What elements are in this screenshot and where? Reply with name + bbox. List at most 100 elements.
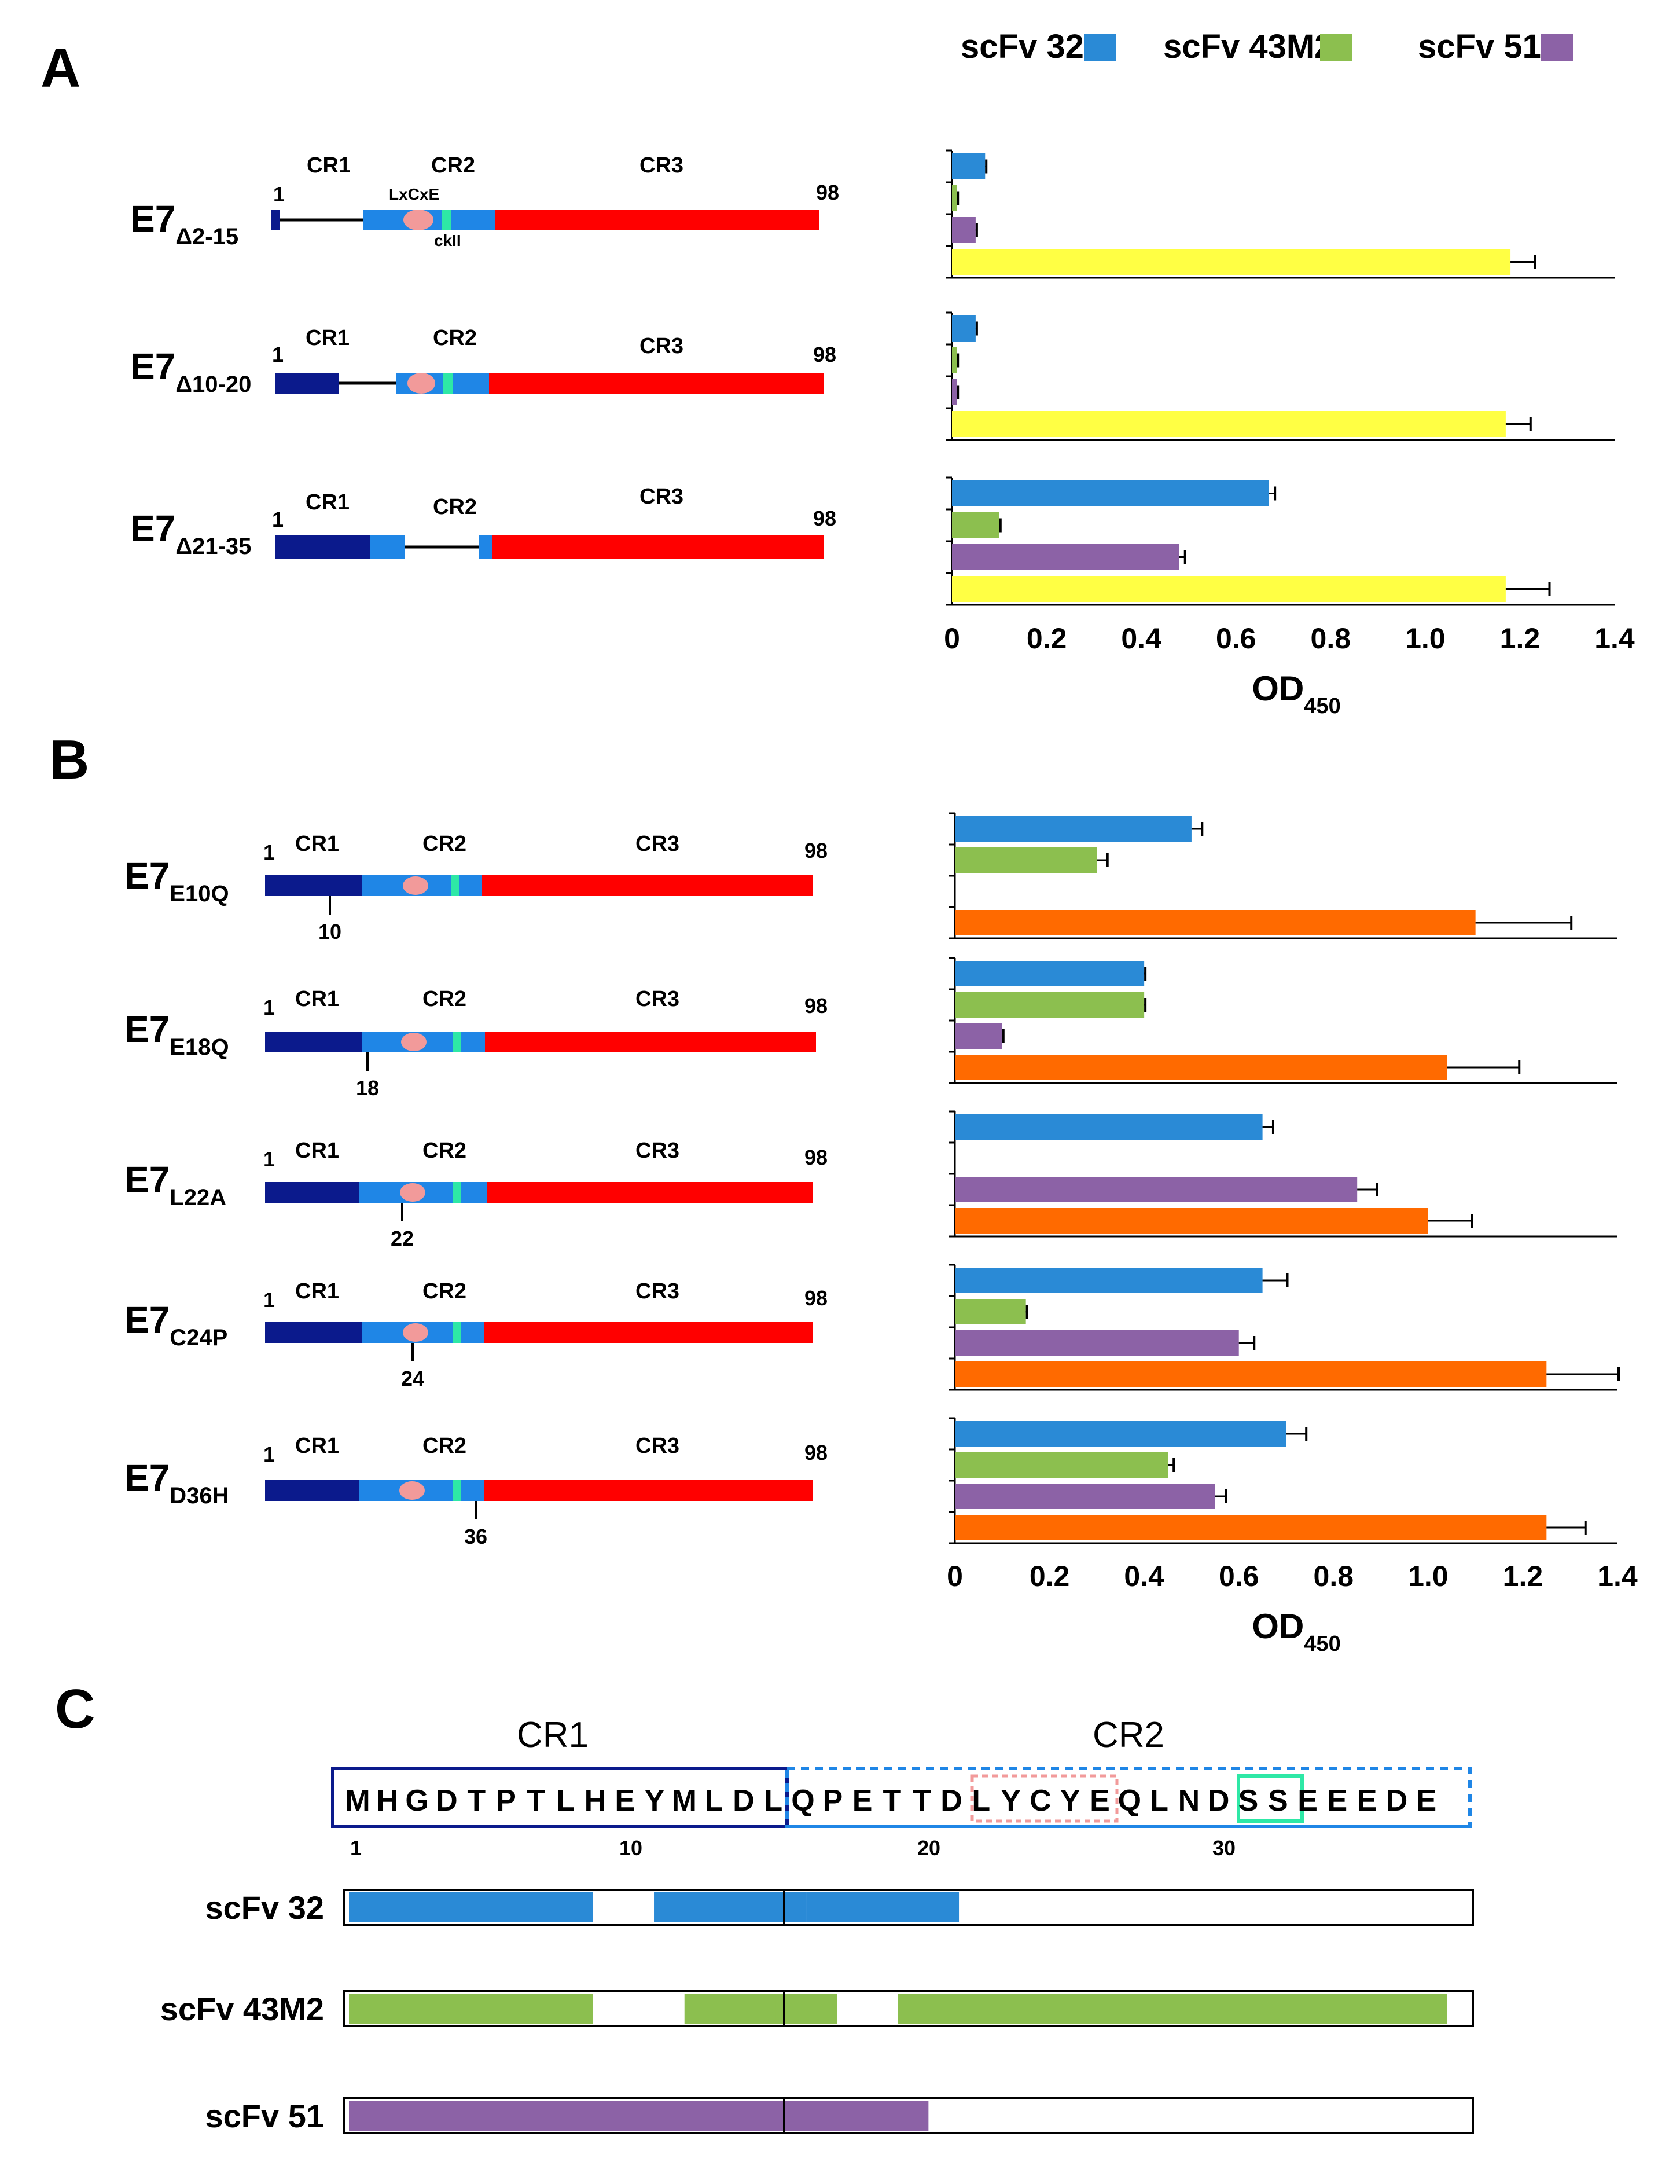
sequence-residue: S <box>1238 1784 1259 1818</box>
sequence-position-label: 30 <box>1212 1836 1236 1860</box>
bar-scfv-43m2 <box>952 185 957 211</box>
construct-subscript: E18Q <box>170 1034 229 1060</box>
sequence-residue: E <box>852 1784 873 1818</box>
mutation-position: 18 <box>356 1076 379 1100</box>
cr2-label: CR2 <box>422 832 466 856</box>
bar-chart-a: 0 0.2 0.4 0.6 0.8 1.0 1.2 1.4 OD450 <box>944 149 1635 718</box>
end-position: 98 <box>804 839 828 862</box>
sequence-residue: M <box>672 1784 697 1818</box>
mutation-position: 24 <box>401 1367 424 1390</box>
lxcxe-motif <box>403 210 433 230</box>
legend-label: scFv 43M2 <box>1163 28 1333 65</box>
sequence-residue: H <box>377 1784 399 1818</box>
ckii-site <box>443 373 453 394</box>
cr2-label: CR2 <box>422 1279 466 1304</box>
epitope-segment <box>775 1994 837 2024</box>
cr1-label: CR1 <box>306 326 350 350</box>
cr3-label: CR3 <box>639 334 683 358</box>
cr2-label: CR2 <box>433 495 477 519</box>
bar-control <box>952 411 1506 437</box>
x-tick-label: 0 <box>944 622 960 655</box>
cr2-box <box>785 1767 1472 1828</box>
sequence-residue: D <box>940 1784 962 1818</box>
sequence-residue: P <box>822 1784 843 1818</box>
cr1-segment <box>275 535 370 559</box>
sequence-residue: L <box>1150 1784 1168 1818</box>
cr1-label: CR1 <box>306 490 350 515</box>
construct-name: E7E10Q <box>124 855 229 906</box>
sequence-residue: L <box>764 1784 782 1818</box>
cr1-label: CR1 <box>295 1139 339 1163</box>
bar-control <box>955 1515 1547 1540</box>
sequence-residue: Q <box>791 1784 814 1818</box>
bar-scfv-43m2 <box>952 512 999 538</box>
panel-label-a: A <box>41 37 80 99</box>
bar-scfv-51 <box>952 379 957 405</box>
lxcxe-motif <box>407 373 435 394</box>
sequence-residue: E <box>615 1784 635 1818</box>
mutation-position: 10 <box>318 920 341 944</box>
ckii-site <box>451 875 459 896</box>
x-axis-title-subscript: 450 <box>1304 694 1340 718</box>
construct-subscript: Δ2-15 <box>175 224 238 249</box>
bar-scfv-51 <box>952 544 1179 570</box>
start-position: 1 <box>263 996 275 1019</box>
ckii-site <box>442 210 451 230</box>
lxcxe-label: LxCxE <box>389 185 439 203</box>
sequence-residue: H <box>584 1784 606 1818</box>
sequence-position-label: 20 <box>917 1836 940 1860</box>
sequence-residue: T <box>883 1784 902 1818</box>
bar-scfv-51 <box>955 1177 1358 1202</box>
sequence-residue: M <box>345 1784 370 1818</box>
bar-scfv-43m2 <box>955 992 1145 1018</box>
start-position: 1 <box>273 182 285 206</box>
cr1-segment <box>265 1182 359 1203</box>
epitope-segment <box>867 1892 960 1922</box>
construct-subscript: D36H <box>170 1483 229 1508</box>
end-position: 98 <box>804 1146 828 1169</box>
bar-scfv-51 <box>952 217 976 243</box>
bar-scfv-51 <box>955 1484 1215 1509</box>
bar-scfv-51 <box>955 1330 1239 1356</box>
sequence-position-label: 1 <box>350 1836 362 1860</box>
bar-scfv-51 <box>955 1023 1002 1049</box>
epitope-segment <box>349 2101 929 2131</box>
x-tick-label: 0.8 <box>1311 622 1351 655</box>
bar-scfv-43m2 <box>955 847 1097 873</box>
x-tick-label: 1.2 <box>1503 1560 1543 1592</box>
cr1-segment <box>271 210 280 230</box>
construct-name: E7Δ10-20 <box>130 346 251 397</box>
bar-scfv-43m2 <box>955 1299 1026 1324</box>
sequence-residue: T <box>913 1784 931 1818</box>
sequence-residue: Y <box>645 1784 665 1818</box>
construct-subscript: L22A <box>170 1185 226 1210</box>
cr1-label: CR1 <box>307 153 351 178</box>
construct-subscript: Δ21-35 <box>175 534 251 559</box>
x-axis-title: OD450 <box>1252 1607 1340 1656</box>
cr1-segment <box>265 875 362 896</box>
x-tick-label: 0.6 <box>1216 622 1256 655</box>
ckii-site <box>453 1182 461 1203</box>
cr2-label: CR2 <box>422 987 466 1011</box>
cr2-title: CR2 <box>1093 1715 1164 1755</box>
sequence-residue: Y <box>1001 1784 1021 1818</box>
x-tick-label: 0.4 <box>1121 622 1161 655</box>
cr1-segment <box>265 1322 362 1343</box>
cr2-label: CR2 <box>422 1434 466 1458</box>
bar-control <box>955 1055 1447 1080</box>
mutation-position: 36 <box>464 1525 487 1548</box>
bar-control <box>955 910 1476 935</box>
bar-scfv-32 <box>955 1268 1263 1293</box>
start-position: 1 <box>272 343 284 366</box>
x-tick-label: 0.8 <box>1314 1560 1354 1592</box>
epitope-segment <box>349 1892 593 1922</box>
lxcxe-motif <box>403 876 428 895</box>
sequence-residue: E <box>1416 1784 1436 1818</box>
sequence-position-label: 10 <box>619 1836 642 1860</box>
ckii-site <box>453 1032 461 1052</box>
legend-swatch <box>1320 34 1352 61</box>
epitope-segment <box>654 1892 807 1922</box>
sequence-residue: D <box>733 1784 755 1818</box>
cr3-label: CR3 <box>639 484 683 509</box>
